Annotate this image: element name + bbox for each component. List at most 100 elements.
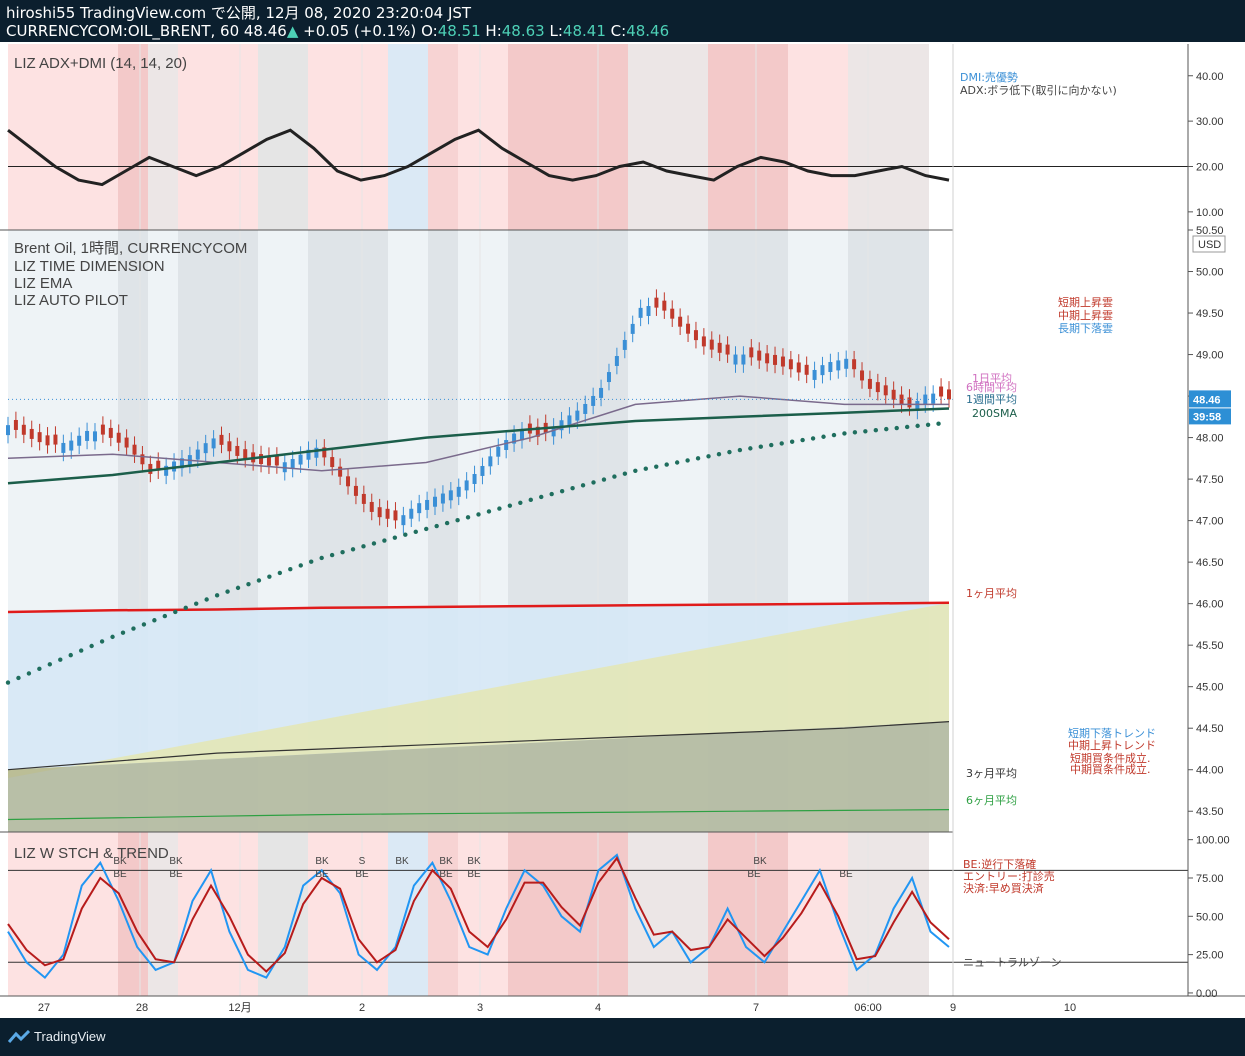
candle-body: [678, 316, 683, 327]
ma-label: 中期買条件成立.: [1070, 762, 1151, 776]
symbol-line: CURRENCYCOM:OIL_BRENT, 60 48.46▲ +0.05 (…: [6, 22, 669, 40]
candle-body: [622, 339, 627, 350]
stoch-pane-title: LIZ W STCH & TREND: [14, 845, 169, 862]
session-band: [178, 832, 258, 996]
ma-label: 中期上昇雲: [1058, 309, 1113, 322]
ma-label: 1日平均: [972, 372, 1012, 385]
trend-dot: [277, 570, 283, 576]
candle-body: [211, 438, 216, 449]
grid-lines: [139, 44, 869, 996]
trend-dot: [706, 454, 711, 459]
trend-dot: [465, 515, 471, 520]
close-value: 48.46: [626, 22, 670, 40]
session-band: [148, 44, 178, 230]
price-pane-subtitle: LIZ TIME DIMENSION: [14, 258, 165, 275]
trend-dot: [26, 671, 32, 676]
x-tick-label: 28: [136, 1002, 148, 1014]
candle-body: [53, 434, 58, 445]
candle-body: [701, 336, 706, 347]
candle-body: [804, 364, 809, 375]
trend-dot: [842, 431, 847, 436]
trend-dot: [392, 535, 398, 540]
trend-dot: [152, 618, 157, 623]
trend-dot: [256, 578, 262, 583]
brand-name: TradingView: [34, 1029, 106, 1044]
trend-dot: [371, 541, 377, 546]
candle-body: [496, 446, 501, 457]
trend-dot: [413, 529, 418, 535]
candle-body: [591, 395, 596, 406]
ma-label: 1ヶ月平均: [966, 587, 1017, 600]
ma-label: 短期下落トレンド: [1068, 726, 1156, 740]
candle-body: [148, 463, 153, 474]
trend-dot: [214, 593, 220, 598]
trend-dot: [497, 506, 502, 511]
candle-body: [757, 350, 762, 361]
candle-body: [907, 397, 912, 408]
low-value: 48.41: [562, 22, 606, 40]
trend-dot: [936, 421, 941, 426]
candle-body: [417, 503, 422, 514]
signal-marker: BK: [169, 856, 183, 867]
x-tick-label: 12月: [228, 1002, 251, 1014]
y-tick-label: 50.50: [1196, 225, 1224, 237]
candle-body: [116, 432, 121, 443]
candle-body: [567, 415, 572, 426]
candle-body: [630, 323, 635, 334]
session-band: [708, 44, 788, 230]
candle-body: [504, 440, 509, 450]
trend-dot: [486, 509, 492, 514]
candle-body: [741, 354, 746, 365]
trend-dot: [591, 480, 596, 485]
trend-dot: [131, 626, 136, 631]
candle-body: [519, 430, 524, 441]
candle-body: [369, 501, 374, 512]
open-value: 48.51: [437, 22, 481, 40]
candle-body: [92, 431, 97, 442]
candle-body: [361, 493, 366, 504]
last-price: 48.46: [243, 22, 287, 40]
candle-body: [693, 330, 698, 341]
chart-canvas[interactable]: 40.0030.0020.0010.0050.5050.0049.5049.00…: [0, 42, 1245, 1018]
chart-header: hiroshi55 TradingView.com で公開, 12月 08, 2…: [0, 0, 1245, 42]
trend-dot: [340, 549, 345, 555]
candle-body: [606, 372, 611, 383]
candle-body: [820, 365, 825, 376]
candle-body: [535, 426, 540, 437]
candle-body: [749, 347, 754, 358]
trend-dot: [821, 434, 826, 439]
x-tick-label: 2: [359, 1002, 365, 1014]
x-tick-label: 27: [38, 1002, 50, 1014]
session-band: [788, 832, 848, 996]
candle-body: [377, 507, 382, 518]
candle-body: [37, 432, 42, 443]
signal-marker: BK: [439, 856, 453, 867]
session-band: [118, 44, 148, 230]
candle-body: [512, 433, 517, 444]
candle-body: [393, 510, 398, 521]
candle-body: [409, 508, 414, 519]
candle-body: [891, 389, 896, 400]
candle-body: [353, 485, 358, 496]
right-margin: [949, 44, 953, 996]
candle-body: [85, 430, 90, 441]
y-tick-label: 40.00: [1196, 71, 1224, 83]
y-tick-label: 100.00: [1196, 835, 1230, 847]
signal-marker: BE: [439, 869, 453, 880]
candle-body: [638, 307, 643, 318]
trend-dot: [5, 680, 11, 685]
session-band: [388, 44, 428, 230]
y-tick-label: 47.50: [1196, 474, 1224, 486]
x-tick-label: 7: [753, 1002, 759, 1014]
candle-body: [923, 394, 928, 405]
candle-body: [860, 370, 865, 381]
trend-dot: [727, 449, 732, 455]
candle-body: [788, 359, 793, 370]
candle-body: [266, 455, 271, 466]
trend-dot: [235, 585, 241, 591]
trend-dot: [633, 468, 638, 473]
trend-dot: [78, 648, 84, 653]
trend-dot: [664, 462, 669, 467]
signal-marker: BE: [839, 869, 853, 880]
trend-dot: [884, 426, 889, 432]
